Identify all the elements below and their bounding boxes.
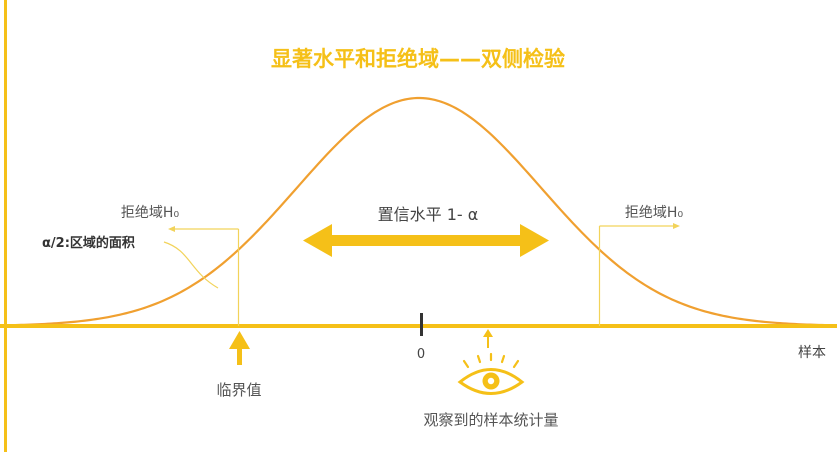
diagram-title: 显著水平和拒绝域——双侧检验 — [271, 47, 565, 71]
confidence-level-label: 置信水平 1- α — [378, 205, 479, 224]
zero-tick — [420, 313, 423, 336]
alpha-half-area-label: α/2:区域的面积 — [42, 235, 135, 251]
eye-icon — [457, 352, 525, 395]
right-region-pointer-arrowhead — [673, 223, 680, 229]
confidence-double-arrow — [303, 224, 549, 257]
observed-statistic-label: 观察到的样本统计量 — [423, 411, 558, 429]
left-frame-line — [4, 0, 7, 452]
critical-value-label: 临界值 — [216, 381, 261, 399]
zero-label: 0 — [417, 347, 425, 362]
alpha-pointer-curve — [163, 241, 219, 289]
bell-curve — [0, 96, 837, 327]
left-region-pointer-arrowhead — [168, 226, 175, 232]
right-rejection-region-label: 拒绝域H₀ — [625, 205, 684, 221]
horizontal-axis — [0, 324, 837, 328]
axis-sample-label: 样本 — [798, 345, 826, 361]
critical-value-arrow — [229, 331, 250, 365]
observed-statistic-arrow — [483, 329, 493, 348]
left-rejection-region-label: 拒绝域H₀ — [121, 205, 180, 221]
